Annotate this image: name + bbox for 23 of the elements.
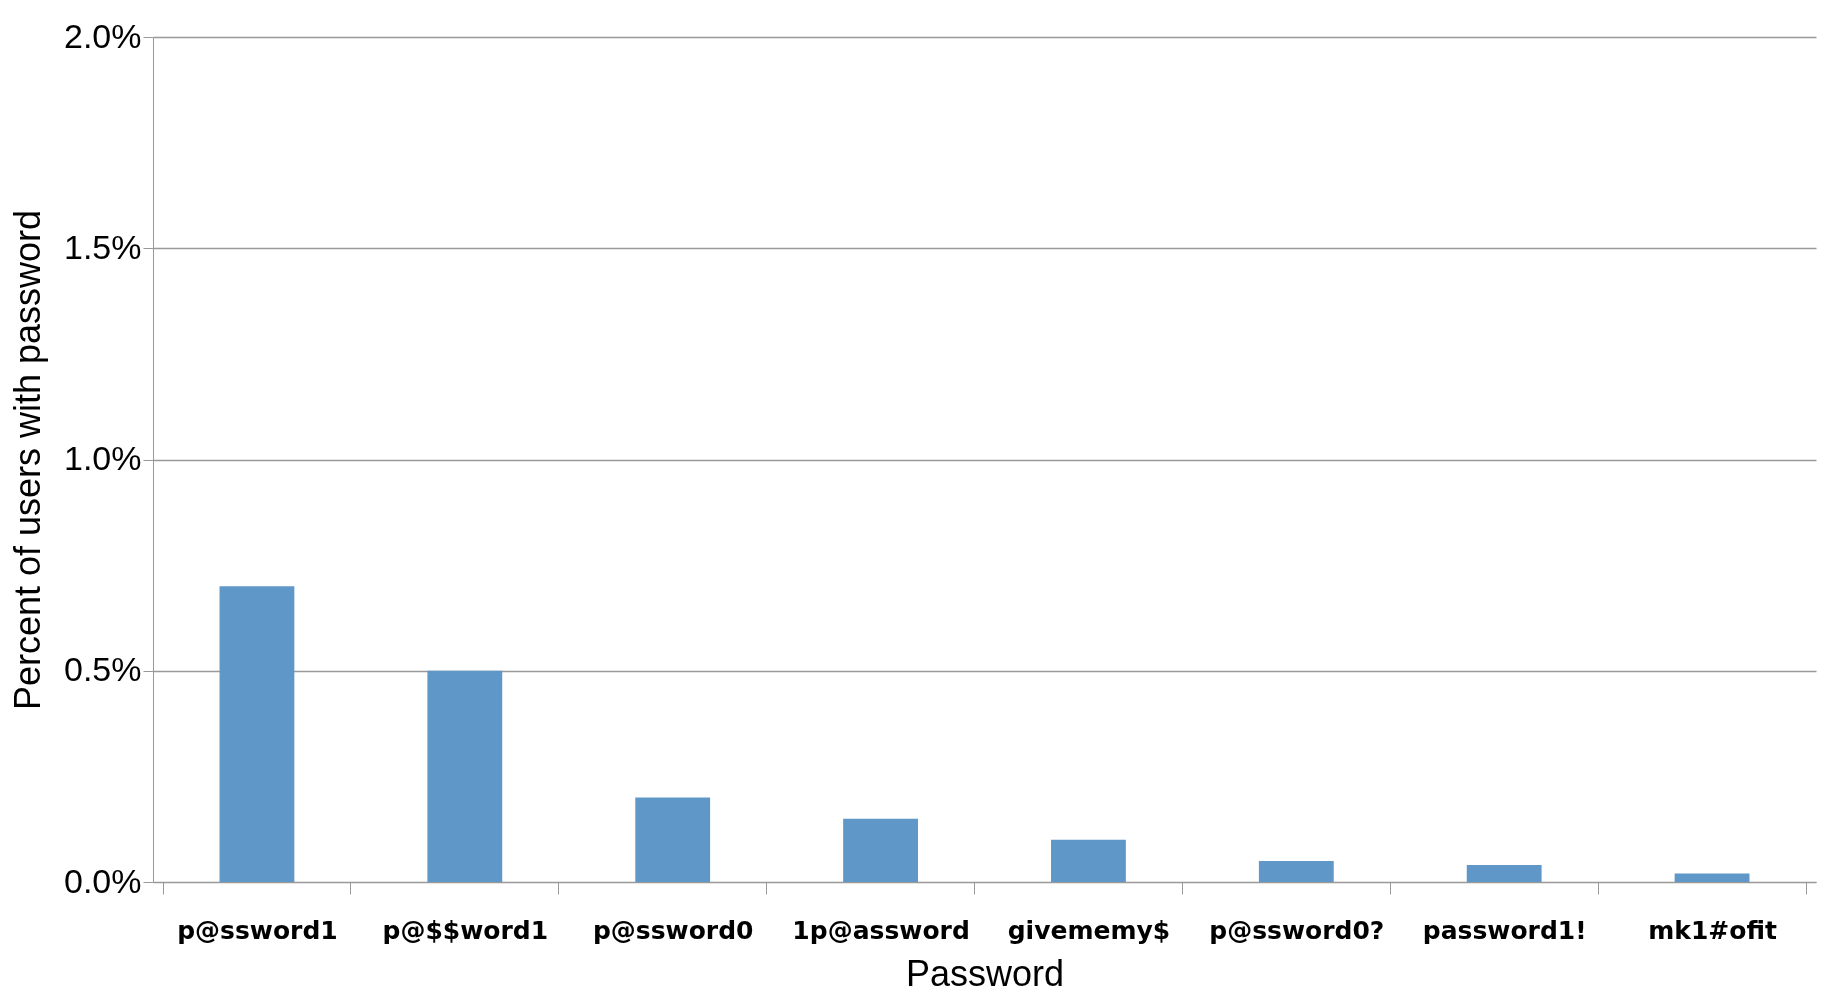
x-tick-label: givememy$ [1007, 915, 1171, 945]
bar [635, 797, 711, 882]
x-tick-label: mk1#ofit [1648, 915, 1777, 945]
x-tick-label: p@ssword1 [177, 915, 338, 945]
bar [1258, 860, 1334, 882]
bar [843, 818, 918, 882]
y-axis-title: Percent of users with password [7, 209, 48, 711]
x-tick-label: p@$$word1 [382, 915, 549, 945]
x-tick-label: password1! [1422, 915, 1587, 945]
y-tick-label: 1.0% [64, 439, 142, 477]
x-tick-label: p@ssword0 [592, 915, 754, 945]
y-tick-label: 2.0% [64, 16, 142, 55]
x-tick-label: 1p@assword [792, 915, 970, 945]
y-tick-label: 0.5% [64, 650, 142, 689]
bar [427, 670, 503, 882]
y-tick-label: 1.5% [64, 227, 142, 266]
bar [1051, 839, 1126, 882]
x-axis-title: Password [905, 952, 1065, 994]
y-tick-label: 0.0% [64, 861, 142, 900]
x-tick-label: p@ssword0? [1209, 915, 1385, 945]
bar [1674, 873, 1750, 882]
bar [219, 586, 295, 882]
bar [1466, 865, 1542, 882]
